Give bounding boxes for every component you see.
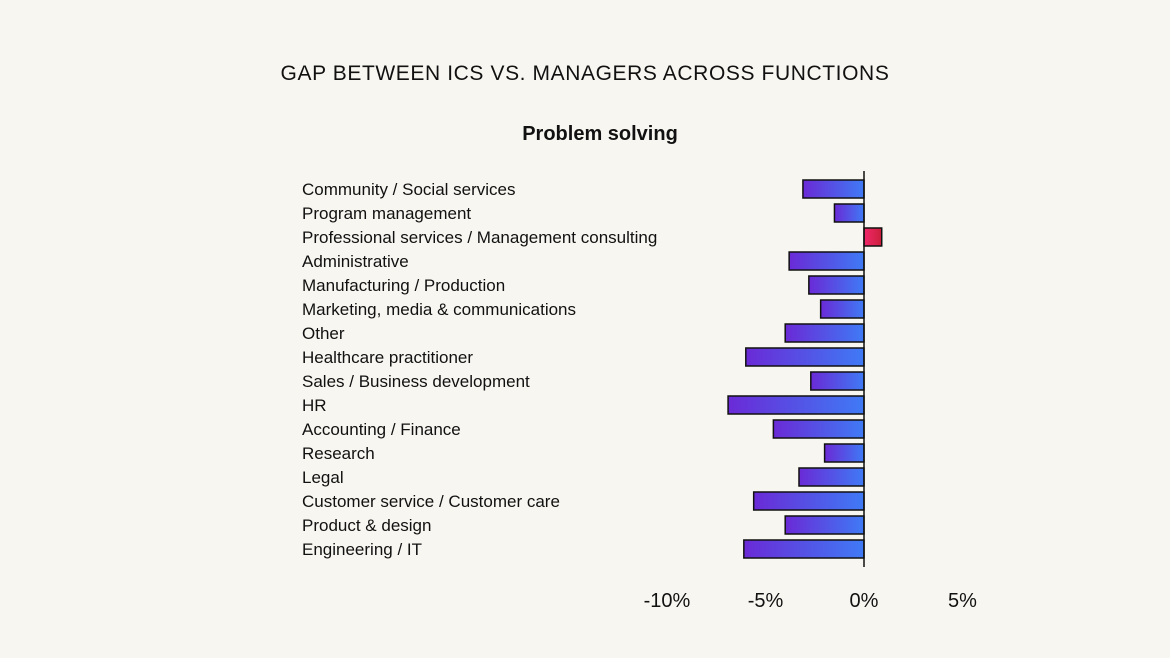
category-label: HR [302, 396, 327, 415]
bar [743, 539, 865, 559]
x-tick-label: 5% [948, 590, 977, 612]
category-label: Administrative [302, 252, 409, 271]
bar [788, 251, 865, 271]
bar [752, 491, 865, 511]
bar [819, 299, 865, 319]
category-label: Sales / Business development [302, 372, 530, 391]
bar [772, 419, 865, 439]
category-label: Legal [302, 468, 344, 487]
category-label: Product & design [302, 516, 431, 535]
bar [798, 467, 865, 487]
category-label: Community / Social services [302, 180, 516, 199]
category-label: Customer service / Customer care [302, 492, 560, 511]
x-tick-label: 0% [850, 590, 879, 612]
bars [727, 179, 883, 559]
category-labels: Community / Social services Program manag… [302, 180, 657, 559]
bar [784, 515, 865, 535]
x-tick-label: -5% [748, 590, 784, 612]
x-tick-label: -10% [644, 590, 691, 612]
bar [745, 347, 865, 367]
bar [727, 395, 865, 415]
category-label: Professional services / Management consu… [302, 228, 657, 247]
bar [784, 323, 865, 343]
bar [810, 371, 865, 391]
bar [833, 203, 865, 223]
bar [802, 179, 865, 199]
category-label: Healthcare practitioner [302, 348, 473, 367]
bar [808, 275, 865, 295]
category-label: Engineering / IT [302, 540, 422, 559]
category-label: Program management [302, 204, 471, 223]
category-label: Accounting / Finance [302, 420, 461, 439]
chart-title: GAP BETWEEN ICS VS. MANAGERS ACROSS FUNC… [280, 62, 890, 85]
category-label: Other [302, 324, 345, 343]
category-label: Marketing, media & communications [302, 300, 576, 319]
category-label: Manufacturing / Production [302, 276, 505, 295]
bar [823, 443, 865, 463]
category-label: Research [302, 444, 375, 463]
chart-subtitle: Problem solving [522, 123, 678, 145]
x-axis-ticks: -10% -5% 0% 5% [644, 590, 978, 612]
bar [863, 227, 883, 247]
